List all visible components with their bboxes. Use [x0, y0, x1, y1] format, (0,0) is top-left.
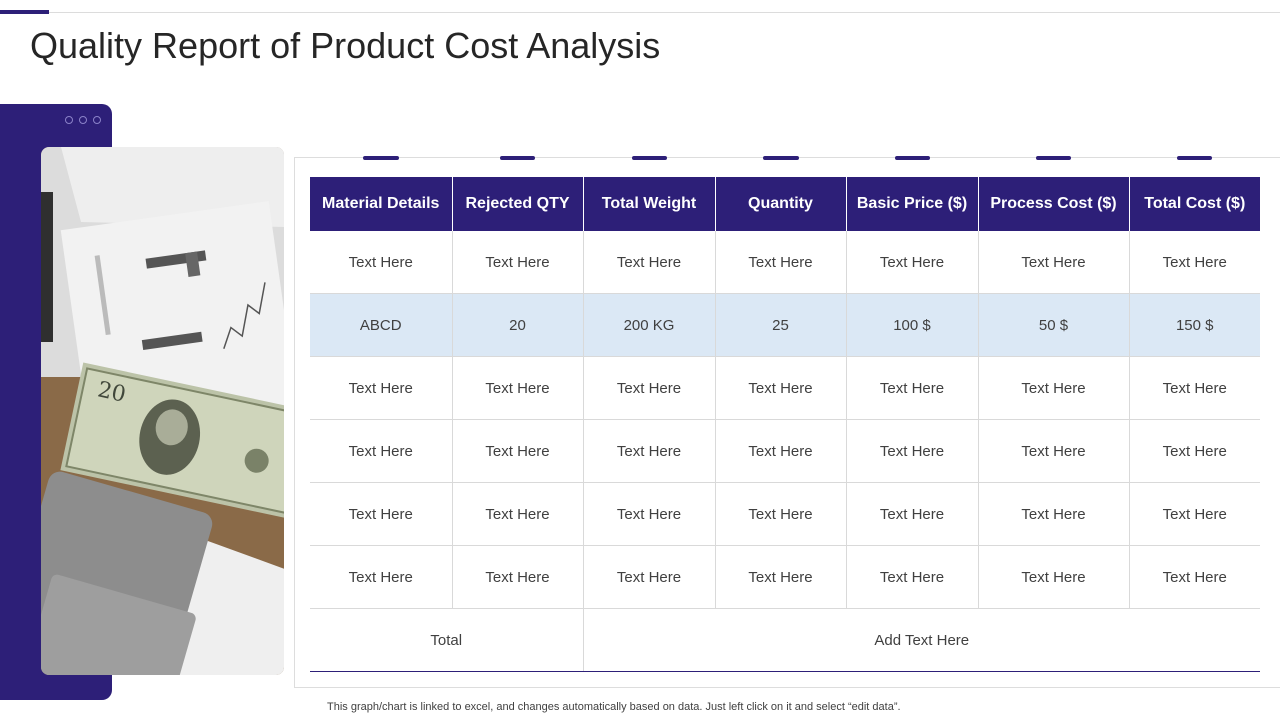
table-cell: Text Here [452, 231, 584, 294]
column-marker [895, 156, 930, 160]
column-header: Basic Price ($) [846, 177, 979, 231]
table-cell: Text Here [310, 419, 453, 483]
table-cell: Text Here [978, 482, 1130, 546]
table-cell: Text Here [846, 356, 979, 420]
column-header: Rejected QTY [452, 177, 584, 231]
footnote: This graph/chart is linked to excel, and… [327, 701, 901, 713]
svg-text:20: 20 [95, 377, 128, 407]
table-cell: Text Here [846, 419, 979, 483]
column-header: Process Cost ($) [978, 177, 1130, 231]
column-marker [763, 156, 799, 160]
table-row: Text Here Text Here Text Here Text Here … [310, 419, 1260, 483]
table-row: Text Here Text Here Text Here Text Here … [310, 482, 1260, 546]
column-header: Total Cost ($) [1129, 177, 1260, 231]
table-cell: Text Here [452, 482, 584, 546]
column-marker [363, 156, 399, 160]
dot-icon [79, 116, 87, 124]
table-row-highlighted: ABCD 20 200 KG 25 100 $ 50 $ 150 $ [310, 293, 1260, 357]
table-cell: Text Here [583, 231, 716, 294]
table-cell: ABCD [310, 293, 453, 357]
table-cell: 20 [452, 293, 584, 357]
table-cell: Text Here [1129, 419, 1260, 483]
table-cell: Text Here [978, 231, 1130, 294]
column-header: Quantity [715, 177, 847, 231]
table-cell: Text Here [978, 419, 1130, 483]
total-label: Total [310, 608, 584, 672]
page-title: Quality Report of Product Cost Analysis [30, 25, 661, 66]
table-cell: Text Here [1129, 356, 1260, 420]
table-cell: Text Here [310, 545, 453, 609]
table-cell: Text Here [846, 231, 979, 294]
table-cell: 200 KG [583, 293, 716, 357]
table-cell: Text Here [452, 545, 584, 609]
column-marker [1036, 156, 1071, 160]
table-cell: Text Here [583, 356, 716, 420]
table-cell: Text Here [715, 545, 847, 609]
table-row: Text Here Text Here Text Here Text Here … [310, 356, 1260, 420]
table-row: Text Here Text Here Text Here Text Here … [310, 231, 1260, 294]
money-desk-photo: 20 [41, 147, 284, 675]
table-cell: Text Here [310, 231, 453, 294]
table-cell: Text Here [715, 356, 847, 420]
header-row: Material Details Rejected QTY Total Weig… [310, 177, 1260, 231]
total-value: Add Text Here [583, 608, 1260, 672]
table-cell: Text Here [452, 356, 584, 420]
dot-icon [93, 116, 101, 124]
table-cell: Text Here [583, 419, 716, 483]
table-cell: Text Here [715, 482, 847, 546]
table-cell: 25 [715, 293, 847, 357]
table-cell: Text Here [1129, 231, 1260, 294]
table-cell: Text Here [310, 482, 453, 546]
table-cell: 100 $ [846, 293, 979, 357]
table-cell: Text Here [583, 545, 716, 609]
table-cell: Text Here [1129, 482, 1260, 546]
table-cell: Text Here [310, 356, 453, 420]
column-marker [632, 156, 667, 160]
top-divider [0, 12, 1280, 13]
table-cell: Text Here [846, 482, 979, 546]
table-cell: Text Here [978, 356, 1130, 420]
decorative-dots [65, 116, 101, 124]
table-cell: 50 $ [978, 293, 1130, 357]
table-row: Text Here Text Here Text Here Text Here … [310, 545, 1260, 609]
table-cell: Text Here [715, 231, 847, 294]
table-cell: 150 $ [1129, 293, 1260, 357]
table-cell: Text Here [978, 545, 1130, 609]
table-cell: Text Here [452, 419, 584, 483]
column-marker [1177, 156, 1212, 160]
table-cell: Text Here [583, 482, 716, 546]
table-cell: Text Here [846, 545, 979, 609]
total-row: Total Add Text Here [310, 608, 1260, 672]
dot-icon [65, 116, 73, 124]
cost-table: Material Details Rejected QTY Total Weig… [310, 177, 1260, 672]
table-cell: Text Here [1129, 545, 1260, 609]
table-cell: Text Here [715, 419, 847, 483]
column-header: Total Weight [583, 177, 716, 231]
column-header: Material Details [310, 177, 453, 231]
top-accent-bar [0, 10, 49, 14]
column-marker [500, 156, 535, 160]
